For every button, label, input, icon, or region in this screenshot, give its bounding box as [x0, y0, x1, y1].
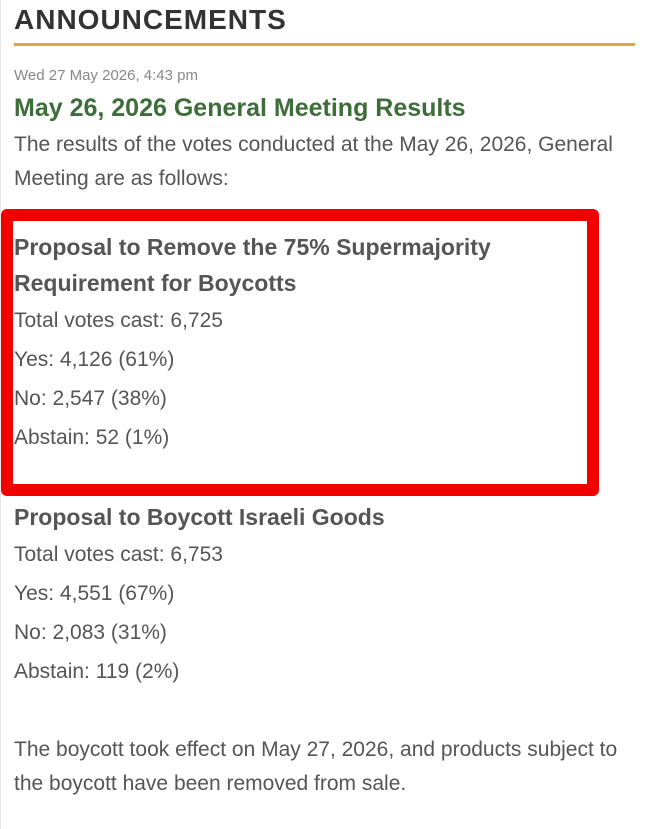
vote-line: Abstain: 52 (1%): [14, 426, 170, 449]
vote-line: No: 2,547 (38%): [14, 387, 167, 410]
closing-text: The boycott took effect on May 27, 2026,…: [14, 738, 618, 795]
post-title[interactable]: May 26, 2026 General Meeting Results: [14, 94, 466, 122]
proposal: Proposal to Boycott Israeli Goods Total …: [14, 499, 574, 691]
vote-line: Total votes cast: 6,753: [14, 543, 223, 566]
vote-line: Yes: 4,126 (61%): [14, 348, 175, 371]
section-title: ANNOUNCEMENTS: [14, 4, 287, 35]
proposal-title: Proposal to Remove the 75% Supermajority…: [14, 234, 491, 296]
vote-line: Abstain: 119 (2%): [14, 660, 180, 683]
intro-text: The results of the votes conducted at th…: [14, 133, 613, 190]
vote-line: No: 2,083 (31%): [14, 621, 167, 644]
vote-line: Yes: 4,551 (67%): [14, 582, 175, 605]
post-date: Wed 27 May 2026, 4:43 pm: [14, 67, 198, 84]
header-rule: [14, 43, 635, 46]
vote-line: Total votes cast: 6,725: [14, 309, 223, 332]
proposal-title: Proposal to Boycott Israeli Goods: [14, 504, 385, 530]
highlight-box: [1, 209, 599, 496]
proposal: Proposal to Remove the 75% Supermajority…: [14, 229, 574, 457]
